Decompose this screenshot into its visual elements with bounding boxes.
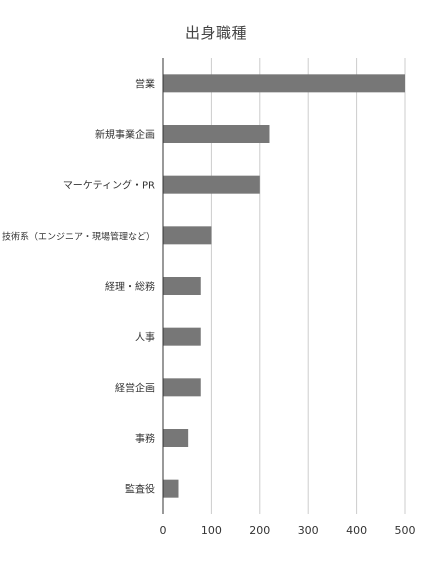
- x-tick-label-400: 400: [346, 524, 367, 537]
- x-tick-label-0: 0: [160, 524, 167, 537]
- category-label-0: 営業: [135, 77, 155, 90]
- bar-5: [163, 327, 201, 346]
- bar-6: [163, 378, 201, 397]
- category-label-6: 経営企画: [115, 381, 155, 394]
- x-tick-label-300: 300: [298, 524, 319, 537]
- category-label-5: 人事: [135, 331, 155, 344]
- chart-title: 出身職種: [184, 24, 247, 42]
- category-label-2: マーケティング・PR: [63, 179, 155, 192]
- x-tick-label-200: 200: [249, 524, 270, 537]
- x-tick-label-500: 500: [395, 524, 416, 537]
- category-label-3: 技術系（エンジニア・現場管理など）: [2, 230, 155, 242]
- category-label-1: 新規事業企画: [95, 128, 155, 141]
- bar-2: [163, 175, 260, 194]
- category-label-8: 監査役: [125, 483, 155, 496]
- bar-7: [163, 429, 189, 447]
- bar-4: [163, 277, 201, 295]
- bar-3: [163, 226, 212, 245]
- bar-8: [163, 479, 179, 498]
- x-tick-label-100: 100: [201, 524, 222, 537]
- category-label-7: 事務: [135, 432, 155, 445]
- bar-1: [163, 125, 270, 143]
- category-label-4: 経理・総務: [105, 280, 155, 293]
- bar-0: [163, 74, 405, 93]
- tick-labels: 0 100 200 300 400 500: [160, 524, 416, 537]
- bars: [163, 74, 405, 498]
